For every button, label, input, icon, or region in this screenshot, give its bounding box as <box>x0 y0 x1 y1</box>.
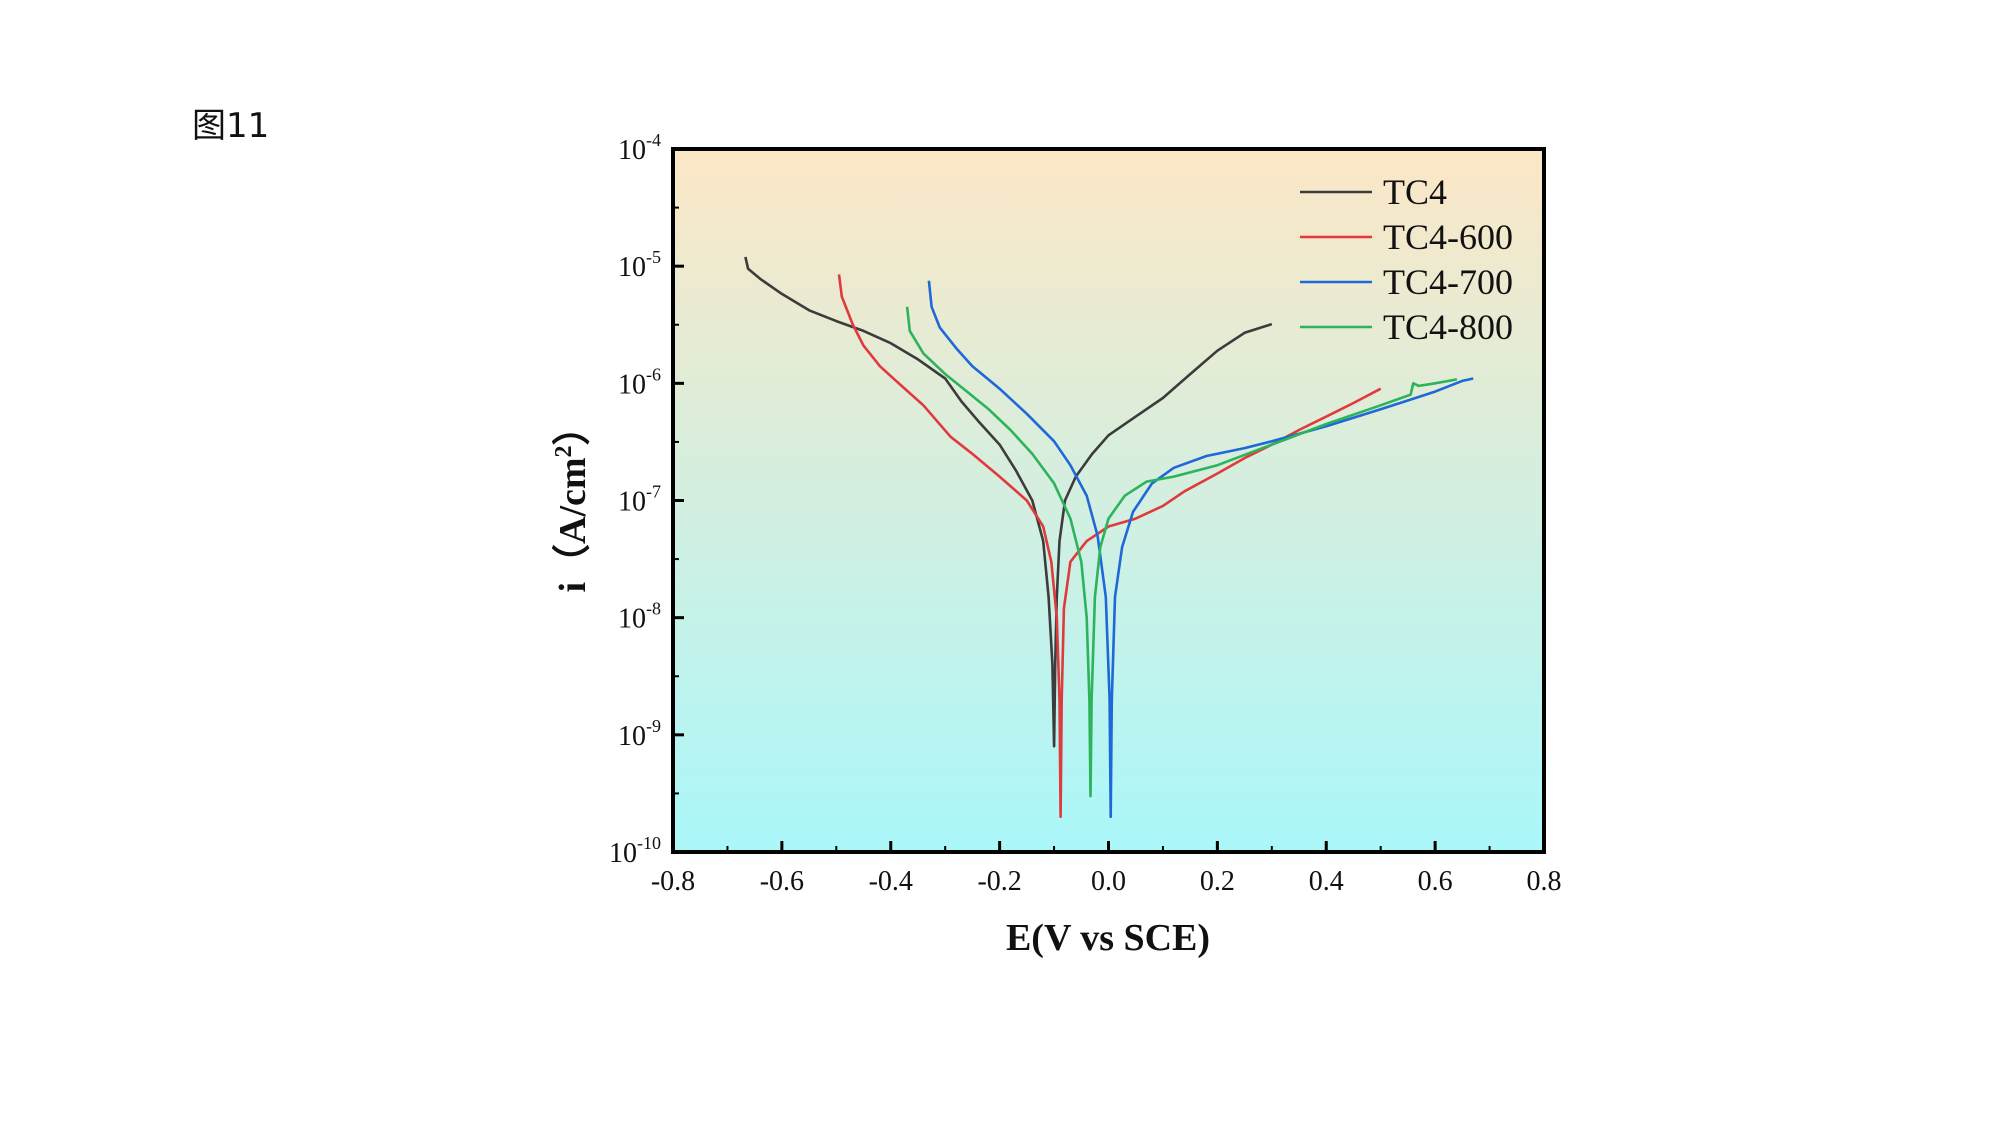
y-tick-label: 10-6 <box>618 364 661 400</box>
y-axis-title-sup: 2 <box>551 445 577 457</box>
legend-label-tc4-800: TC4-800 <box>1383 307 1513 347</box>
y-tick-base: 10 <box>618 369 646 400</box>
series-layer <box>744 256 1474 818</box>
x-tick-label: 0.6 <box>1418 866 1453 897</box>
y-tick-exponent: -9 <box>646 716 661 736</box>
x-tick-label: -0.4 <box>869 866 913 897</box>
y-tick-exponent: -8 <box>646 599 661 619</box>
y-tick-base: 10 <box>618 604 646 635</box>
y-axis-title-main: i（A/cm <box>552 457 594 592</box>
series-line-tc4 <box>744 256 1273 748</box>
y-tick-exponent: -4 <box>646 130 661 150</box>
x-tick-label: 0.2 <box>1200 866 1235 897</box>
y-tick-base: 10 <box>618 252 646 283</box>
y-tick-base: 10 <box>618 487 646 518</box>
x-axis-title: E(V vs SCE) <box>1006 917 1210 959</box>
y-tick-label: 10-10 <box>609 833 661 869</box>
x-tick-label: -0.8 <box>651 866 695 897</box>
y-axis-title: i（A/cm2） <box>551 407 594 592</box>
y-tick-exponent: -10 <box>637 833 661 853</box>
y-tick-base: 10 <box>618 721 646 752</box>
ticks-layer: -0.8 -0.6 -0.4 -0.2 0.0 0.2 0.4 0.6 0.810-410-51… <box>609 130 1562 897</box>
x-tick-label: -0.2 <box>977 866 1021 897</box>
series-line-tc4-800 <box>905 306 1458 798</box>
y-tick-base: 10 <box>618 135 646 166</box>
legend: TC4 TC4-600 TC4-700 TC4-800 <box>1300 172 1513 347</box>
y-tick-exponent: -6 <box>646 364 661 384</box>
x-tick-label: 0.0 <box>1091 866 1126 897</box>
y-tick-base: 10 <box>609 838 637 869</box>
y-tick-exponent: -5 <box>646 247 661 267</box>
x-tick-label: 0.4 <box>1309 866 1344 897</box>
figure-label: 图11 <box>192 106 270 146</box>
series-line-tc4-600 <box>837 274 1382 818</box>
x-tick-label: -0.6 <box>760 866 804 897</box>
y-tick-label: 10-4 <box>618 130 661 166</box>
plot-background <box>673 149 1544 852</box>
y-tick-label: 10-9 <box>618 716 661 752</box>
legend-label-tc4-600: TC4-600 <box>1383 217 1513 257</box>
x-tick-label: 0.8 <box>1527 866 1562 897</box>
y-tick-label: 10-5 <box>618 247 661 283</box>
y-tick-label: 10-7 <box>618 482 661 518</box>
legend-label-tc4-700: TC4-700 <box>1383 262 1513 302</box>
legend-label-tc4: TC4 <box>1383 172 1447 212</box>
y-axis-title-close: ） <box>552 407 594 445</box>
y-tick-exponent: -7 <box>646 482 661 502</box>
y-tick-label: 10-8 <box>618 599 661 635</box>
